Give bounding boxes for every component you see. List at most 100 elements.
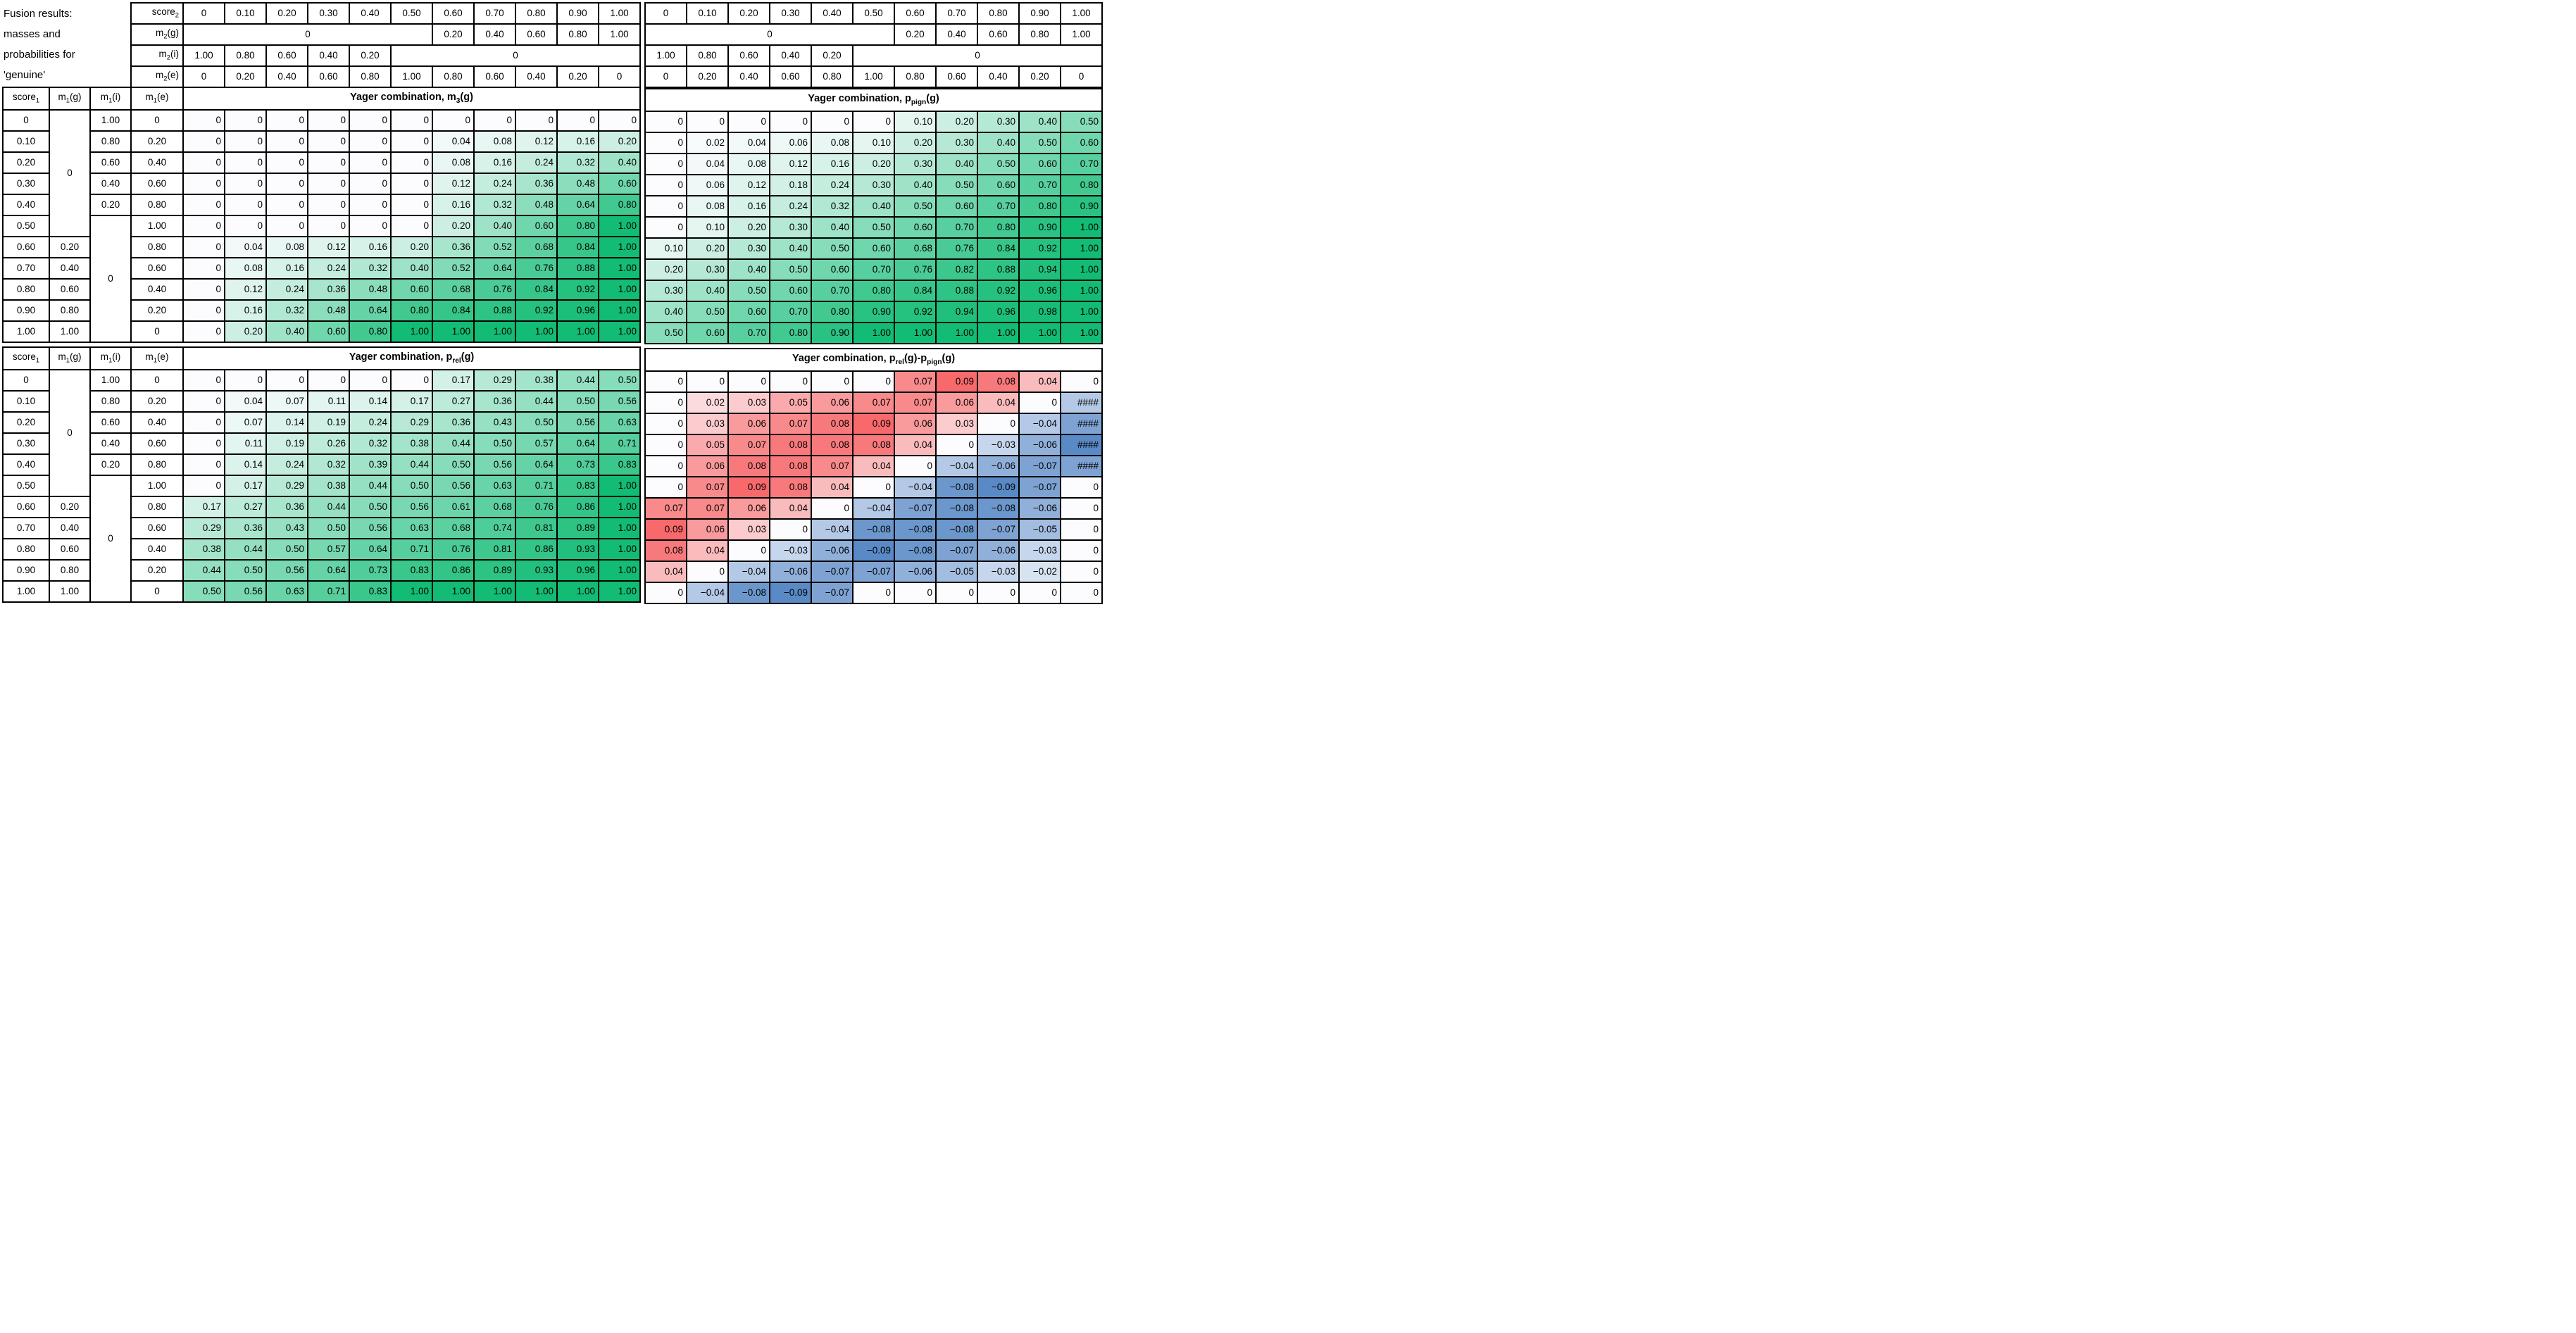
- data-cell[interactable]: 0: [390, 173, 433, 195]
- data-cell[interactable]: 0.06: [727, 413, 770, 435]
- data-cell[interactable]: 1.00: [432, 320, 475, 343]
- column-header-cell[interactable]: score1: [2, 346, 50, 370]
- score1-value-cell[interactable]: 0.50: [2, 475, 50, 497]
- data-cell[interactable]: 0: [686, 111, 729, 133]
- data-cell[interactable]: 0.80: [556, 215, 599, 237]
- m1i-value-cell[interactable]: 0.80: [89, 130, 132, 153]
- data-cell[interactable]: 0: [307, 130, 350, 153]
- data-cell[interactable]: 0: [894, 582, 937, 604]
- data-cell[interactable]: 0.36: [432, 411, 475, 434]
- data-cell[interactable]: 0.50: [556, 390, 599, 413]
- data-cell[interactable]: 0.04: [977, 392, 1020, 414]
- header-label-cell[interactable]: m2(e): [130, 65, 184, 87]
- data-cell[interactable]: 0: [182, 257, 225, 280]
- data-cell[interactable]: −0.07: [1018, 476, 1061, 499]
- score1-value-cell[interactable]: 0.20: [2, 411, 50, 434]
- score2-value-cell[interactable]: 0.60: [432, 2, 475, 25]
- data-cell[interactable]: 0: [977, 582, 1020, 604]
- m2g-value-cell[interactable]: 1.00: [1060, 23, 1103, 46]
- data-cell[interactable]: 0.40: [811, 216, 854, 239]
- score1-value-cell[interactable]: 0.80: [2, 278, 50, 301]
- data-cell[interactable]: −0.06: [1018, 434, 1061, 456]
- data-cell[interactable]: 0.08: [432, 151, 475, 174]
- data-cell[interactable]: 0.10: [644, 237, 687, 260]
- data-cell[interactable]: 0.07: [265, 390, 308, 413]
- data-cell[interactable]: 1.00: [598, 299, 641, 322]
- column-header-cell[interactable]: m1(i): [89, 87, 132, 111]
- data-cell[interactable]: 0.76: [515, 496, 558, 518]
- data-cell[interactable]: −0.04: [935, 455, 978, 477]
- data-cell[interactable]: 0: [432, 109, 475, 132]
- data-cell[interactable]: 0.83: [556, 475, 599, 497]
- data-cell[interactable]: 0.08: [769, 434, 812, 456]
- data-cell[interactable]: 0: [1060, 370, 1103, 393]
- data-cell[interactable]: 0.32: [349, 432, 392, 455]
- data-cell[interactable]: 0.44: [390, 453, 433, 476]
- data-cell[interactable]: 0: [644, 455, 687, 477]
- data-cell[interactable]: 0: [1060, 476, 1103, 499]
- data-cell[interactable]: 0: [644, 195, 687, 218]
- data-cell[interactable]: 0: [182, 151, 225, 174]
- score2-value-cell[interactable]: 0.40: [811, 2, 854, 25]
- data-cell[interactable]: 0.16: [265, 257, 308, 280]
- data-cell[interactable]: 0: [390, 109, 433, 132]
- data-cell[interactable]: 0: [644, 132, 687, 154]
- data-cell[interactable]: 0.08: [727, 455, 770, 477]
- data-cell[interactable]: 0.43: [265, 517, 308, 539]
- data-cell[interactable]: 0.60: [727, 301, 770, 323]
- data-cell[interactable]: 0.56: [598, 390, 641, 413]
- data-cell[interactable]: 0.32: [556, 151, 599, 174]
- m2i-value-cell[interactable]: 1.00: [644, 44, 687, 67]
- merged-zero-cell[interactable]: 0: [852, 44, 1103, 67]
- data-cell[interactable]: 0: [644, 476, 687, 499]
- m2e-value-cell[interactable]: 0.40: [727, 65, 770, 88]
- data-cell[interactable]: 0.80: [390, 299, 433, 322]
- data-cell[interactable]: 0.20: [598, 130, 641, 153]
- data-cell[interactable]: 0: [182, 390, 225, 413]
- data-cell[interactable]: −0.04: [686, 582, 729, 604]
- data-cell[interactable]: 0.88: [935, 280, 978, 302]
- data-cell[interactable]: 0.04: [224, 390, 267, 413]
- data-cell[interactable]: 0.64: [556, 194, 599, 216]
- data-cell[interactable]: 0.56: [390, 496, 433, 518]
- m1e-value-cell[interactable]: 0.60: [130, 432, 184, 455]
- data-cell[interactable]: 0: [182, 299, 225, 322]
- m1e-value-cell[interactable]: 0.80: [130, 194, 184, 216]
- data-cell[interactable]: 0: [1060, 518, 1103, 541]
- score2-value-cell[interactable]: 0.30: [307, 2, 350, 25]
- data-cell[interactable]: 0.94: [1018, 258, 1061, 281]
- m2e-value-cell[interactable]: 0.20: [224, 65, 267, 87]
- data-cell[interactable]: 0.70: [727, 322, 770, 344]
- m2e-value-cell[interactable]: 0.80: [894, 65, 937, 88]
- data-cell[interactable]: 0.81: [515, 517, 558, 539]
- data-cell[interactable]: 0: [224, 173, 267, 195]
- m2e-value-cell[interactable]: 1.00: [852, 65, 895, 88]
- data-cell[interactable]: 0.60: [390, 278, 433, 301]
- data-cell[interactable]: 0.03: [686, 413, 729, 435]
- data-cell[interactable]: 0.16: [224, 299, 267, 322]
- data-cell[interactable]: 0.06: [811, 392, 854, 414]
- data-cell[interactable]: 0.92: [1018, 237, 1061, 260]
- score2-value-cell[interactable]: 0.70: [473, 2, 516, 25]
- data-cell[interactable]: 0.84: [556, 236, 599, 258]
- m2i-value-cell[interactable]: 0.20: [349, 44, 392, 67]
- data-cell[interactable]: −0.09: [977, 476, 1020, 499]
- m1e-value-cell[interactable]: 0.40: [130, 538, 184, 561]
- data-cell[interactable]: 0.90: [1018, 216, 1061, 239]
- data-cell[interactable]: 0.04: [727, 132, 770, 154]
- data-cell[interactable]: 0.64: [515, 453, 558, 476]
- data-cell[interactable]: 1.00: [598, 257, 641, 280]
- data-cell[interactable]: 0.08: [224, 257, 267, 280]
- data-cell[interactable]: 0.84: [515, 278, 558, 301]
- data-cell[interactable]: 1.00: [473, 320, 516, 343]
- m2e-value-cell[interactable]: 0.80: [349, 65, 392, 87]
- data-cell[interactable]: 0.84: [977, 237, 1020, 260]
- data-cell[interactable]: 0.20: [894, 132, 937, 154]
- data-cell[interactable]: 1.00: [1060, 322, 1103, 344]
- data-cell[interactable]: 0: [182, 130, 225, 153]
- data-cell[interactable]: 1.00: [390, 580, 433, 603]
- data-cell[interactable]: 0: [769, 370, 812, 393]
- data-cell[interactable]: 0.07: [894, 392, 937, 414]
- data-cell[interactable]: 0: [935, 434, 978, 456]
- data-cell[interactable]: 0.06: [894, 413, 937, 435]
